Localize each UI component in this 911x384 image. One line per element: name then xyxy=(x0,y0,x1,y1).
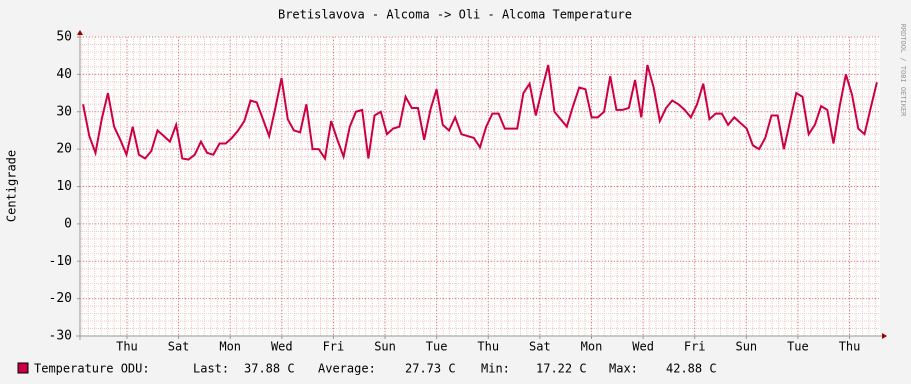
stat-label: Max: xyxy=(609,362,638,376)
x-tick-label: Thu xyxy=(477,340,499,354)
x-tick-label: Wed xyxy=(632,340,654,354)
stat-label: Min: xyxy=(481,362,510,376)
y-axis-arrow xyxy=(77,30,83,35)
x-tick-label: Fri xyxy=(684,340,706,354)
y-tick-label: -20 xyxy=(49,291,72,306)
x-tick-label: Mon xyxy=(581,340,603,354)
x-tick-label: Thu xyxy=(839,340,861,354)
stat-label: Average: xyxy=(318,362,376,376)
y-tick-label: 40 xyxy=(56,67,72,82)
x-tick-label: Thu xyxy=(116,340,138,354)
x-tick-label: Mon xyxy=(219,340,241,354)
x-tick-label: Sun xyxy=(735,340,757,354)
x-tick-label: Sat xyxy=(168,340,190,354)
y-tick-label: -30 xyxy=(49,329,72,344)
y-tick-label: 10 xyxy=(56,179,72,194)
stat-label: Last: xyxy=(193,362,229,376)
x-tick-label: Sat xyxy=(529,340,551,354)
x-tick-label: Wed xyxy=(271,340,293,354)
x-axis-arrow xyxy=(882,333,887,339)
x-tick-label: Tue xyxy=(787,340,809,354)
stat-value: 37.88 C xyxy=(244,362,295,376)
y-tick-label: -10 xyxy=(49,254,72,269)
y-axis-label: Centigrade xyxy=(5,150,19,222)
y-tick-label: 30 xyxy=(56,104,72,119)
y-tick-label: 0 xyxy=(64,216,72,231)
legend-swatch xyxy=(17,362,29,374)
stat-value: 17.22 C xyxy=(536,362,587,376)
stat-value: 27.73 C xyxy=(405,362,456,376)
x-tick-label: Sun xyxy=(374,340,396,354)
x-tick-label: Tue xyxy=(426,340,448,354)
y-tick-label: 20 xyxy=(56,142,72,157)
x-tick-label: Fri xyxy=(323,340,345,354)
y-tick-label: 50 xyxy=(56,30,72,45)
chart-title: Bretislavova - Alcoma -> Oli - Alcoma Te… xyxy=(278,8,632,22)
grid xyxy=(80,36,880,337)
watermark: RRDTOOL / TOBI OETIKER xyxy=(899,24,907,118)
data-line xyxy=(82,64,878,162)
legend-label: Temperature ODU: xyxy=(34,362,150,376)
stat-value: 42.88 C xyxy=(666,362,717,376)
